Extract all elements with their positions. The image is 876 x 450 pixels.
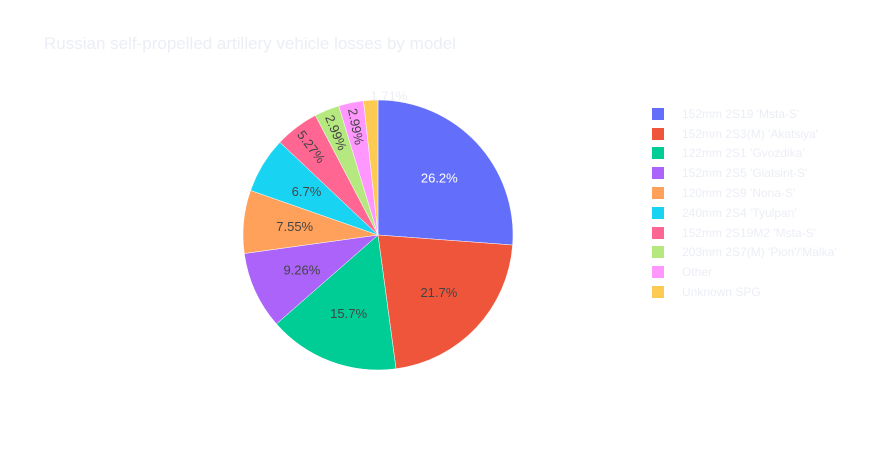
legend-label: 203mm 2S7(M) 'Pion'/'Malka' <box>682 245 837 260</box>
legend-swatch <box>652 246 664 259</box>
legend-item[interactable]: 152mm 2S19 'Msta-S' <box>652 104 837 124</box>
legend-swatch <box>652 127 664 140</box>
legend-swatch <box>652 187 664 200</box>
legend-swatch <box>652 286 664 299</box>
slice-label: 2.99% <box>345 107 367 147</box>
legend-item[interactable]: 120mm 2S9 'Nona-S' <box>652 183 837 203</box>
slice-label: 9.26% <box>283 262 320 277</box>
pie-slice[interactable] <box>243 234 379 325</box>
legend-label: 122mm 2S1 'Gvozdika' <box>682 146 805 161</box>
pie-slice[interactable] <box>276 234 397 371</box>
legend-label: Unknown SPG <box>682 285 761 300</box>
legend-swatch <box>652 147 664 160</box>
pie-slice[interactable] <box>377 99 514 246</box>
legend-item[interactable]: 122mm 2S1 'Gvozdika' <box>652 144 837 164</box>
slice-label: 1.71% <box>371 89 408 104</box>
slice-label: 21.7% <box>420 285 457 300</box>
legend-label: 152mm 2S19M2 'Msta-S' <box>682 225 816 240</box>
legend-label: 152mm 2S3(M) 'Akatsiya' <box>682 126 818 141</box>
legend-label: 152mm 2S19 'Msta-S' <box>682 106 800 121</box>
slice-label: 6.7% <box>292 184 322 199</box>
legend-swatch <box>652 107 664 120</box>
legend-label: 152mm 2S5 'Giatsint-S' <box>682 166 808 181</box>
chart-title: Russian self-propelled artillery vehicle… <box>44 34 456 53</box>
legend-swatch <box>652 226 664 239</box>
pie-slice[interactable] <box>377 234 513 370</box>
legend-swatch <box>652 206 664 219</box>
legend-item[interactable]: 203mm 2S7(M) 'Pion'/'Malka' <box>652 243 837 263</box>
legend-swatch <box>652 266 664 279</box>
legend: 152mm 2S19 'Msta-S' 152mm 2S3(M) 'Akatsiy… <box>652 104 837 302</box>
slice-label: 26.2% <box>421 171 458 186</box>
slice-label: 15.7% <box>330 306 367 321</box>
legend-item[interactable]: 152mm 2S5 'Giatsint-S' <box>652 163 837 183</box>
legend-item[interactable]: 152mm 2S3(M) 'Akatsiya' <box>652 124 837 144</box>
legend-swatch <box>652 167 664 180</box>
legend-label: 120mm 2S9 'Nona-S' <box>682 186 796 201</box>
legend-item[interactable]: Other <box>652 262 837 282</box>
pie-slice[interactable] <box>363 99 379 236</box>
legend-label: 240mm 2S4 'Tyulpan' <box>682 205 797 220</box>
legend-label: Other <box>682 265 713 280</box>
legend-item[interactable]: Unknown SPG <box>652 282 837 302</box>
legend-item[interactable]: 152mm 2S19M2 'Msta-S' <box>652 223 837 243</box>
legend-item[interactable]: 240mm 2S4 'Tyulpan' <box>652 203 837 223</box>
slice-label: 7.55% <box>276 219 313 234</box>
